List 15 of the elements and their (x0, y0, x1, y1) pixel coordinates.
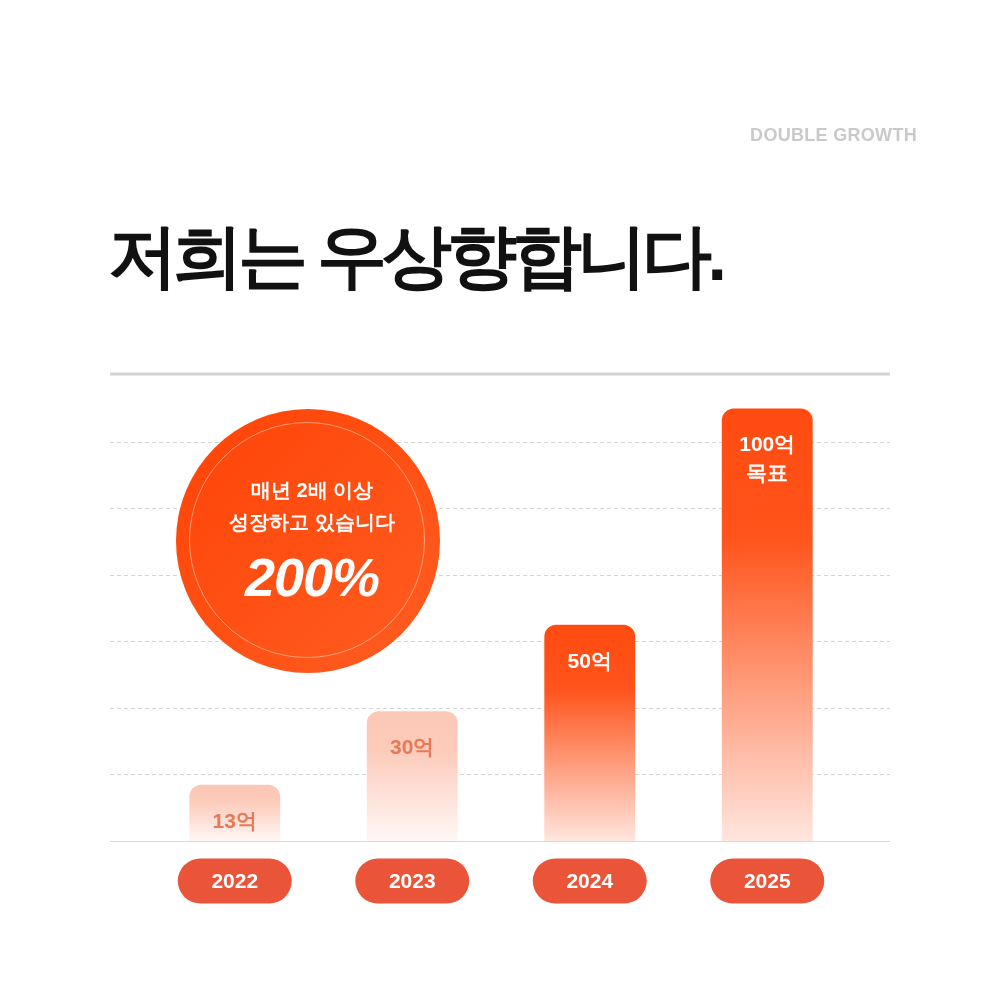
bar (366, 711, 458, 841)
data-label: 13억 (212, 808, 257, 832)
data-label: 100억 목표 (739, 432, 796, 485)
data-label: 30억 (390, 735, 435, 759)
bar (544, 624, 636, 841)
x-tick-label: 2023 (388, 869, 436, 893)
chart-title: 저희는 우상향합니다. (108, 216, 722, 297)
bar (189, 784, 281, 841)
x-tick-label: 2025 (743, 869, 791, 893)
annotation: 매년 2배 이상 성장하고 있습니다 (228, 478, 396, 535)
annotation: 200% (243, 546, 381, 608)
bar (721, 408, 813, 841)
data-label: 50억 (567, 648, 612, 672)
x-tick-label: 2024 (566, 869, 614, 893)
x-tick-label: 2022 (211, 869, 259, 893)
